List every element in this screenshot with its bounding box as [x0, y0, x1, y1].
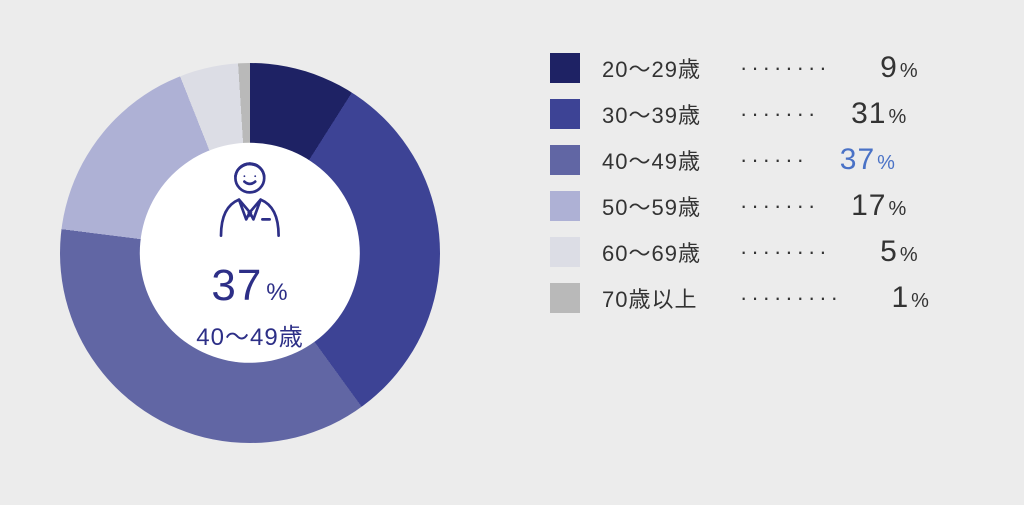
- legend-dots: ········: [740, 239, 831, 265]
- legend-unit: %: [889, 106, 908, 128]
- legend-swatch: [550, 53, 580, 83]
- donut-hole: 37% 40〜49歳: [140, 142, 360, 362]
- legend-row: 30〜39歳 ······· 31%: [550, 91, 930, 137]
- legend-row: 50〜59歳 ······· 17%: [550, 183, 930, 229]
- legend-swatch: [550, 191, 580, 221]
- legend-row: 70歳以上 ········· 1%: [550, 275, 930, 321]
- legend-value-wrap: 9%: [839, 51, 919, 85]
- center-percent-unit: %: [266, 279, 288, 306]
- legend-label: 50〜59歳: [602, 190, 732, 222]
- legend-value-wrap: 31%: [827, 97, 907, 131]
- center-percent-value: 37: [211, 261, 262, 310]
- legend-label: 40〜49歳: [602, 144, 732, 176]
- legend-unit: %: [900, 244, 919, 266]
- legend-dots: ·········: [740, 285, 842, 311]
- legend-dots: ·······: [740, 101, 819, 127]
- legend-unit: %: [877, 152, 896, 174]
- donut-chart: 37% 40〜49歳: [60, 63, 440, 443]
- legend-value-wrap: 17%: [827, 189, 907, 223]
- legend-value: 1: [891, 281, 909, 314]
- legend-value-wrap: 1%: [850, 281, 930, 315]
- legend-unit: %: [889, 198, 908, 220]
- person-suit-icon: [205, 153, 295, 261]
- legend-swatch: [550, 283, 580, 313]
- legend-dots: ······: [740, 147, 808, 173]
- legend-value: 5: [880, 235, 898, 268]
- legend-swatch: [550, 237, 580, 267]
- legend-swatch: [550, 145, 580, 175]
- legend-value: 17: [851, 189, 886, 222]
- legend-value: 9: [880, 51, 898, 84]
- legend-swatch: [550, 99, 580, 129]
- legend-value: 31: [851, 97, 886, 130]
- legend-value-wrap: 5%: [839, 235, 919, 269]
- legend-label: 70歳以上: [602, 282, 732, 314]
- legend-row: 40〜49歳 ······ 37%: [550, 137, 930, 183]
- legend-value-wrap: 37%: [816, 143, 896, 177]
- legend-label: 30〜39歳: [602, 98, 732, 130]
- legend-value: 37: [840, 143, 875, 176]
- center-label: 40〜49歳: [196, 317, 303, 352]
- legend-unit: %: [900, 60, 919, 82]
- legend-label: 20〜29歳: [602, 52, 732, 84]
- legend-dots: ········: [740, 55, 831, 81]
- legend-unit: %: [911, 290, 930, 312]
- legend-row: 20〜29歳 ········ 9%: [550, 45, 930, 91]
- center-percent: 37%: [211, 261, 288, 311]
- legend-dots: ·······: [740, 193, 819, 219]
- legend: 20〜29歳 ········ 9% 30〜39歳 ······· 31% 40〜49歳 ··…: [550, 45, 930, 321]
- legend-row: 60〜69歳 ········ 5%: [550, 229, 930, 275]
- legend-label: 60〜69歳: [602, 236, 732, 268]
